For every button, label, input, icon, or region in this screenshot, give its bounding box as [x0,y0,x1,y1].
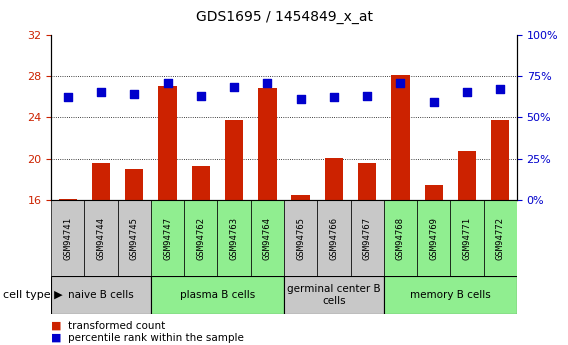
Text: GSM94768: GSM94768 [396,217,405,259]
Point [296,96,305,102]
Text: percentile rank within the sample: percentile rank within the sample [68,333,244,343]
Text: GSM94766: GSM94766 [329,217,339,259]
FancyBboxPatch shape [151,200,184,276]
Point [329,95,339,100]
FancyBboxPatch shape [151,276,284,314]
Bar [92,163,110,200]
Bar [258,88,277,200]
FancyBboxPatch shape [250,200,284,276]
FancyBboxPatch shape [483,200,517,276]
FancyBboxPatch shape [284,276,384,314]
Bar [458,151,476,200]
Bar [391,75,410,200]
Point [130,91,139,97]
Text: memory B cells: memory B cells [410,290,491,300]
Bar [358,163,377,200]
Text: GSM94769: GSM94769 [429,217,438,259]
Text: germinal center B
cells: germinal center B cells [287,284,381,306]
Point [197,93,206,99]
FancyBboxPatch shape [85,200,118,276]
Point [97,90,106,95]
Point [163,80,172,85]
Bar [424,185,443,200]
FancyBboxPatch shape [218,200,250,276]
FancyBboxPatch shape [118,200,151,276]
Bar [191,166,210,200]
Bar [491,120,509,200]
Text: GSM94744: GSM94744 [97,217,106,259]
Point [462,90,471,95]
Text: GSM94767: GSM94767 [363,217,371,259]
Point [229,85,239,90]
Bar [325,158,343,200]
Text: GSM94765: GSM94765 [296,217,305,259]
Text: ■: ■ [51,333,61,343]
Text: GSM94741: GSM94741 [63,217,72,259]
Text: GSM94771: GSM94771 [462,217,471,259]
FancyBboxPatch shape [184,200,218,276]
Point [396,80,405,85]
Point [263,80,272,85]
Point [429,100,438,105]
Text: plasma B cells: plasma B cells [180,290,255,300]
Bar [158,86,177,200]
FancyBboxPatch shape [350,200,384,276]
Text: GSM94747: GSM94747 [163,217,172,259]
Text: GSM94763: GSM94763 [229,217,239,259]
FancyBboxPatch shape [384,276,517,314]
Text: naive B cells: naive B cells [68,290,134,300]
Text: GSM94772: GSM94772 [496,217,505,259]
FancyBboxPatch shape [51,276,151,314]
FancyBboxPatch shape [51,200,85,276]
Point [63,95,72,100]
Bar [225,120,243,200]
FancyBboxPatch shape [450,200,483,276]
Point [496,86,505,92]
Text: GDS1695 / 1454849_x_at: GDS1695 / 1454849_x_at [195,10,373,24]
Bar [59,199,77,200]
Text: cell type ▶: cell type ▶ [3,290,62,300]
Bar [125,169,144,200]
Text: GSM94762: GSM94762 [197,217,205,259]
Text: ■: ■ [51,321,61,331]
Point [362,93,371,99]
FancyBboxPatch shape [384,200,417,276]
FancyBboxPatch shape [417,200,450,276]
Bar [291,195,310,200]
Text: transformed count: transformed count [68,321,165,331]
FancyBboxPatch shape [284,200,318,276]
Text: GSM94764: GSM94764 [263,217,272,259]
Text: GSM94745: GSM94745 [130,217,139,259]
FancyBboxPatch shape [318,200,350,276]
